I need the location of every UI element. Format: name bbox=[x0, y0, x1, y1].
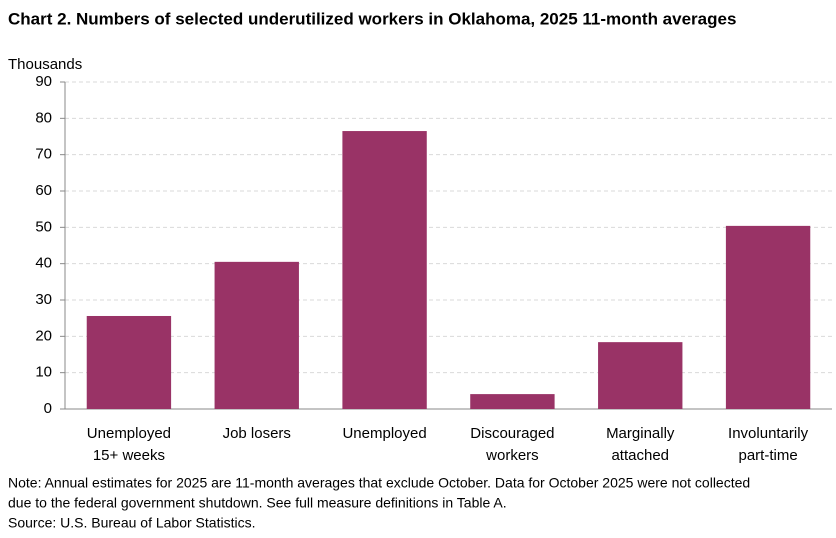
y-tick-label: 0 bbox=[44, 400, 52, 417]
bar bbox=[598, 342, 683, 409]
x-tick-label: Discouraged bbox=[470, 425, 554, 442]
bar bbox=[342, 131, 427, 410]
x-tick-label: Involuntarily bbox=[728, 425, 809, 442]
y-tick-label: 90 bbox=[35, 73, 52, 90]
x-tick-label: workers bbox=[485, 447, 539, 464]
x-tick-label: part-time bbox=[738, 447, 797, 464]
x-tick-label: Marginally bbox=[606, 425, 675, 442]
bar bbox=[214, 261, 299, 409]
y-tick-label: 50 bbox=[35, 218, 52, 235]
y-tick-label: 60 bbox=[35, 182, 52, 199]
y-tick-label: 70 bbox=[35, 146, 52, 163]
y-tick-label: 80 bbox=[35, 109, 52, 126]
note: Note: Annual estimates for 2025 are 11-m… bbox=[8, 475, 750, 491]
bar bbox=[470, 394, 555, 409]
source: Source: U.S. Bureau of Labor Statistics. bbox=[8, 515, 255, 531]
x-tick-label: Job losers bbox=[223, 425, 291, 442]
x-tick-label: Unemployed bbox=[87, 425, 171, 442]
chart-title: Chart 2. Numbers of selected underutiliz… bbox=[8, 9, 736, 28]
y-tick-label: 40 bbox=[35, 255, 52, 272]
x-tick-label: Unemployed bbox=[342, 425, 426, 442]
y-tick-label: 30 bbox=[35, 291, 52, 308]
bar bbox=[86, 315, 172, 409]
bar bbox=[725, 225, 811, 409]
y-tick-label: 20 bbox=[35, 327, 52, 344]
y-tick-label: 10 bbox=[35, 364, 52, 381]
x-tick-label: attached bbox=[611, 447, 669, 464]
note: due to the federal government shutdown. … bbox=[8, 495, 507, 511]
y-axis-label: Thousands bbox=[8, 56, 82, 73]
x-tick-label: 15+ weeks bbox=[93, 447, 165, 464]
